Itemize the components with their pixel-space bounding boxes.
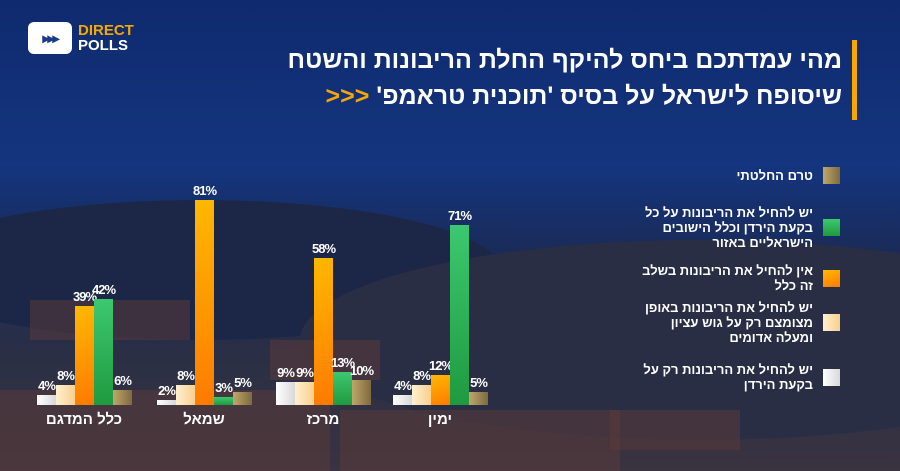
data-label: 4% bbox=[394, 377, 412, 393]
title-arrows: <<< bbox=[325, 82, 370, 110]
data-label: 8% bbox=[177, 367, 195, 383]
legend-swatch bbox=[823, 269, 840, 287]
data-label: 71% bbox=[447, 208, 472, 224]
data-label: 5% bbox=[234, 375, 252, 391]
title-accent-bar bbox=[852, 40, 857, 120]
data-label: 9% bbox=[277, 365, 295, 381]
category-label: ימין bbox=[427, 411, 453, 428]
data-label: 12% bbox=[428, 357, 453, 373]
bar bbox=[94, 298, 113, 405]
bar bbox=[431, 374, 450, 405]
data-label: 81% bbox=[192, 183, 217, 199]
title-line2: שיסופח לישראל על בסיס 'תוכנית טראמפ' bbox=[376, 82, 842, 110]
chart-title: מהי עמדתכם ביחס להיקף החלת הריבונות והשט… bbox=[288, 42, 842, 114]
bar bbox=[37, 394, 56, 405]
bar bbox=[276, 382, 295, 405]
background-roof bbox=[340, 410, 620, 471]
bar bbox=[469, 392, 488, 405]
data-label: 58% bbox=[311, 241, 336, 257]
bar bbox=[393, 394, 412, 405]
data-label: 2% bbox=[158, 382, 176, 398]
bar bbox=[214, 397, 233, 405]
data-label: 10% bbox=[349, 362, 374, 378]
bar bbox=[352, 379, 371, 405]
legend-swatch bbox=[823, 314, 840, 331]
data-label: 3% bbox=[215, 380, 233, 396]
legend-label: טרם החלטתי bbox=[736, 168, 813, 183]
category-label: כלל המדגם bbox=[45, 411, 123, 428]
direct-polls-logo: ▸▸▸ DIRECT POLLS bbox=[28, 22, 134, 54]
legend-item: אין להחיל את הריבונות בשלב זה כלל bbox=[638, 263, 840, 293]
bar bbox=[75, 306, 94, 405]
chevrons-icon: ▸▸▸ bbox=[28, 22, 72, 54]
legend-label: אין להחיל את הריבונות בשלב זה כלל bbox=[642, 263, 813, 293]
bar bbox=[56, 384, 75, 405]
logo-line1: DIRECT bbox=[78, 22, 134, 39]
data-label: 4% bbox=[38, 377, 56, 393]
legend-label: יש להחיל את הריבונות על כל בקעת הירדן וכ… bbox=[645, 205, 813, 250]
bar bbox=[113, 389, 132, 405]
data-label: 9% bbox=[296, 365, 314, 381]
data-label: 8% bbox=[413, 367, 431, 383]
data-label: 39% bbox=[72, 289, 97, 305]
legend-label: יש להחיל את הריבונות באופן מצומצם רק על … bbox=[644, 300, 813, 345]
bar bbox=[176, 384, 195, 405]
bar bbox=[412, 384, 431, 405]
legend-swatch bbox=[823, 219, 840, 236]
title-line1: מהי עמדתכם ביחס להיקף החלת הריבונות והשט… bbox=[287, 46, 842, 74]
bar bbox=[295, 382, 314, 405]
category-label: מרכז bbox=[306, 411, 340, 428]
bar bbox=[450, 225, 469, 405]
legend-item: יש להחיל את הריבונות על כל בקעת הירדן וכ… bbox=[638, 205, 840, 250]
bar bbox=[195, 200, 214, 405]
bar bbox=[314, 258, 333, 405]
legend-item: יש להחיל את הריבונות באופן מצומצם רק על … bbox=[638, 300, 840, 345]
data-label: 5% bbox=[470, 375, 488, 391]
legend-label: יש להחיל את הריבונות רק על בקעת הירדן bbox=[643, 362, 813, 392]
data-label: 42% bbox=[91, 281, 116, 297]
data-label: 8% bbox=[57, 367, 75, 383]
data-label: 13% bbox=[330, 355, 355, 371]
legend-item: טרם החלטתי bbox=[736, 167, 840, 184]
category-label: שמאל bbox=[183, 411, 225, 428]
logo-line2: POLLS bbox=[78, 37, 129, 54]
legend-swatch bbox=[823, 368, 840, 386]
background-roof bbox=[610, 410, 740, 450]
bar bbox=[333, 372, 352, 405]
legend-item: יש להחיל את הריבונות רק על בקעת הירדן bbox=[638, 362, 840, 392]
data-label: 6% bbox=[114, 372, 132, 388]
bar bbox=[233, 392, 252, 405]
bar bbox=[157, 399, 176, 405]
legend-swatch bbox=[823, 167, 840, 184]
